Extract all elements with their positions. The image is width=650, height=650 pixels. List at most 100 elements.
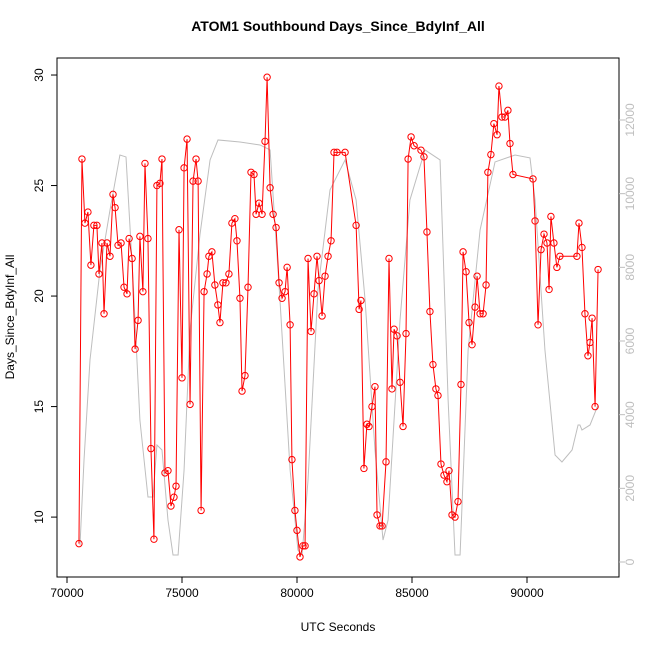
data-point [186, 400, 194, 409]
data-point [588, 314, 596, 322]
data-point [238, 387, 246, 395]
data-point [291, 506, 299, 515]
data-point [81, 219, 89, 227]
data-point [537, 245, 545, 254]
data-point [363, 420, 371, 428]
data-point [100, 310, 108, 318]
data-point [219, 279, 227, 287]
data-point [402, 329, 410, 338]
data-point [75, 539, 83, 548]
data-point [586, 338, 594, 347]
data-point [501, 113, 509, 121]
data-point [457, 380, 465, 389]
data-point [283, 263, 291, 272]
data-point [192, 155, 200, 163]
data-point [98, 239, 106, 247]
data-point [258, 210, 266, 218]
data-point [584, 352, 592, 360]
x-tick-label: 90000 [510, 586, 544, 600]
data-point [451, 513, 459, 521]
data-point [493, 131, 501, 139]
data-point [440, 471, 448, 479]
data-point [301, 542, 309, 550]
data-point [423, 228, 431, 236]
x-tick-label: 75000 [165, 586, 199, 600]
data-point [244, 283, 252, 291]
data-point [241, 371, 249, 380]
data-point [545, 285, 553, 294]
y-tick-label: 20 [32, 289, 46, 303]
data-point [352, 221, 360, 230]
data-point [573, 252, 581, 260]
series-line [78, 77, 599, 558]
data-point [315, 276, 323, 285]
data-point [93, 221, 101, 230]
data-point [313, 252, 321, 260]
data-point [534, 321, 542, 329]
data-point [266, 184, 274, 192]
data-point [183, 135, 191, 143]
data-point [158, 155, 166, 163]
data-point [404, 155, 412, 163]
data-point [484, 168, 492, 176]
series-line [79, 139, 599, 557]
data-point [288, 455, 296, 464]
data-point [197, 506, 205, 515]
data-point [225, 270, 233, 278]
data-point [399, 422, 407, 431]
data-point [378, 522, 386, 530]
data-point [479, 310, 487, 318]
data-point [462, 268, 470, 276]
data-point [385, 254, 393, 263]
data-point [324, 252, 332, 260]
data-point [117, 239, 125, 247]
data-point [327, 237, 335, 245]
y2-tick-label: 4000 [623, 401, 637, 428]
x-tick-label: 80000 [280, 586, 314, 600]
data-point [272, 223, 280, 232]
y-tick-label: 25 [32, 179, 46, 193]
data-point [106, 252, 114, 260]
data-point [172, 482, 180, 490]
data-point [426, 307, 434, 316]
data-point [365, 422, 373, 431]
data-point [341, 148, 349, 157]
data-point [420, 153, 428, 161]
data-point [556, 252, 564, 260]
data-point [307, 327, 315, 336]
data-point [445, 466, 453, 475]
y-tick-label: 15 [32, 400, 46, 414]
data-point [261, 137, 269, 146]
data-point [203, 270, 211, 278]
data-point [233, 237, 241, 245]
data-point [382, 458, 390, 466]
data-point [553, 263, 561, 272]
data-point [443, 478, 451, 486]
data-point [236, 294, 244, 302]
data-point [578, 243, 586, 252]
data-point [504, 106, 512, 115]
data-point [371, 382, 379, 391]
data-point [216, 318, 224, 327]
x-tick-label: 70000 [50, 586, 84, 600]
data-point [170, 493, 178, 501]
data-point [175, 226, 183, 234]
data-point [296, 553, 304, 561]
data-point [390, 325, 398, 333]
data-point [575, 219, 583, 227]
data-point [255, 199, 263, 207]
data-point [454, 497, 462, 506]
y-tick-label: 30 [32, 68, 46, 82]
data-point [293, 526, 301, 535]
data-point [84, 208, 92, 216]
y-axis-label: Days_Since_BdyInf_All [3, 255, 17, 380]
data-point [109, 190, 117, 199]
data-point [506, 139, 514, 148]
data-point [120, 283, 128, 291]
data-point [278, 294, 286, 302]
data-point [509, 170, 517, 179]
y2-tick-label: 12000 [623, 103, 637, 137]
data-point [156, 179, 164, 188]
data-point [495, 82, 503, 90]
